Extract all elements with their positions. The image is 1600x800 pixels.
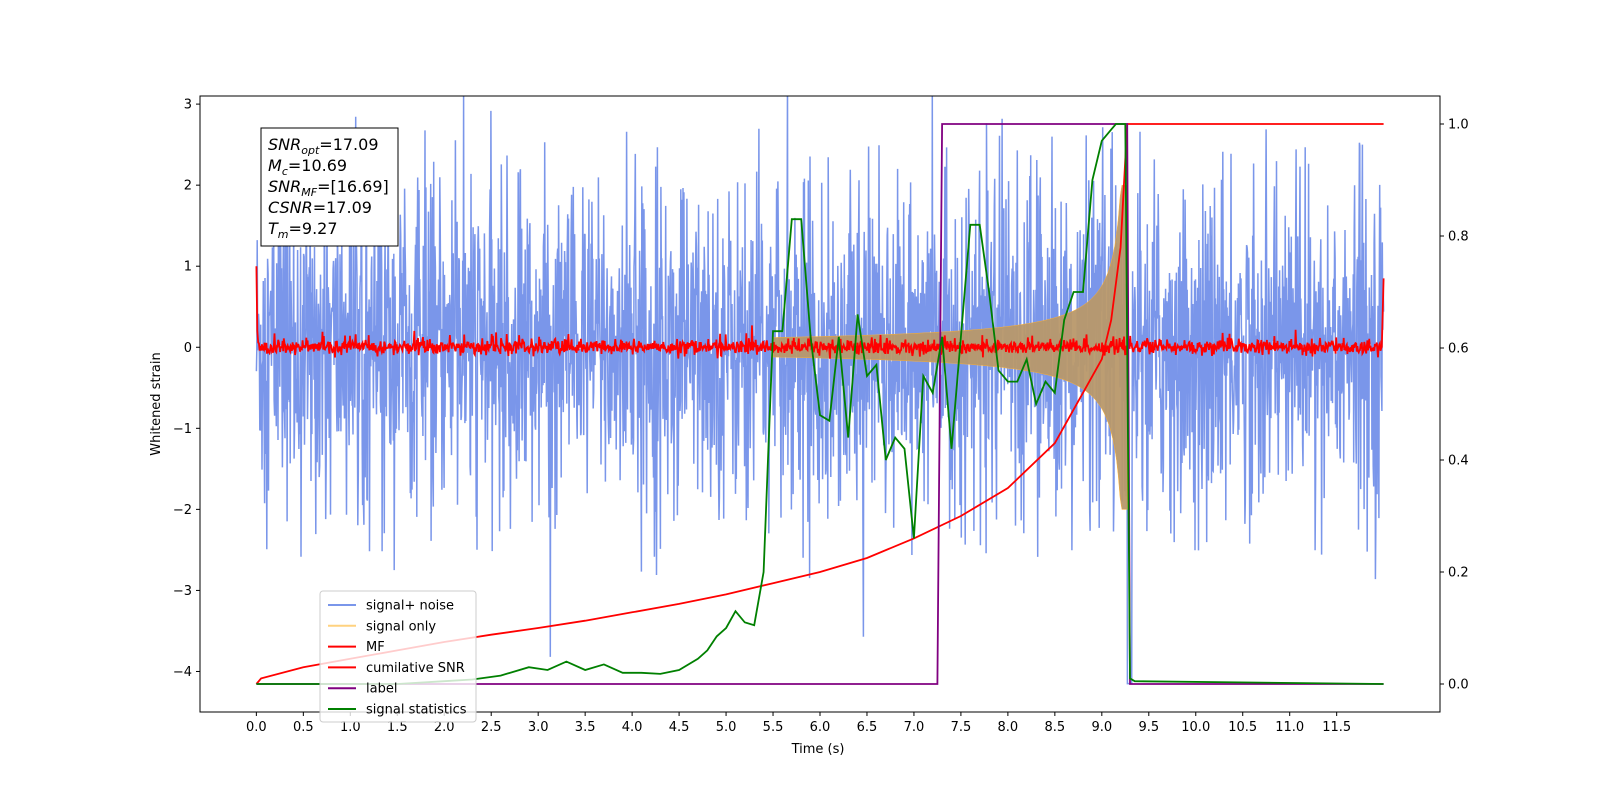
x-tick-label: 10.0 — [1181, 720, 1210, 735]
x-tick-label: 2.5 — [481, 720, 502, 735]
annotation-value: =[16.69] — [317, 177, 389, 196]
x-tick-label: 5.0 — [716, 720, 737, 735]
x-tick-label: 11.0 — [1275, 720, 1304, 735]
y2-tick-label: 1.0 — [1448, 118, 1469, 133]
y2-tick-label: 0.0 — [1448, 678, 1469, 693]
x-tick-label: 10.5 — [1228, 720, 1257, 735]
x-tick-label: 7.5 — [951, 720, 972, 735]
annotation-value: =10.69 — [288, 156, 347, 175]
y-tick-label: 3 — [184, 98, 192, 113]
y2-tick-label: 0.6 — [1448, 342, 1469, 357]
annotation-symbol: CSNR — [268, 198, 313, 217]
y2-tick-label: 0.2 — [1448, 566, 1469, 581]
legend-entry-label: label — [366, 682, 397, 697]
legend-entry-label: signal only — [366, 619, 436, 634]
x-tick-label: 4.0 — [622, 720, 643, 735]
annotation-box: SNRopt=17.09Mc=10.69SNRMF=[16.69]CSNR=17… — [260, 127, 399, 247]
series-signal-statistics-line — [256, 123, 1384, 685]
annotation-line: SNRMF=[16.69] — [268, 177, 389, 199]
x-tick-label: 9.5 — [1138, 720, 1159, 735]
x-tick-label: 7.0 — [904, 720, 925, 735]
legend-entry-label: signal+ noise — [366, 599, 454, 614]
x-tick-label: 1.5 — [387, 720, 408, 735]
x-tick-label: 8.0 — [998, 720, 1019, 735]
x-tick-label: 0.5 — [293, 720, 314, 735]
annotation-subscript: m — [278, 228, 289, 241]
annotation-symbol: SNR — [268, 135, 301, 154]
y-axis-label: Whitened strain — [149, 352, 164, 455]
y-tick-label: 0 — [184, 341, 192, 356]
y-tick-label: −2 — [173, 503, 192, 518]
x-axis: 0.0 0.5 1.0 1.5 2.0 2.5 3.0 3.5 4.0 4.5 5.0 5.5 6.0 6… — [246, 712, 1351, 735]
y-axis-right: 0.0 0.2 0.4 0.6 0.8 1.0 — [1440, 118, 1469, 693]
x-tick-label: 1.0 — [340, 720, 361, 735]
annotation-value: =17.09 — [313, 198, 372, 217]
annotation-value: =9.27 — [289, 219, 338, 238]
annotation-line: Mc=10.69 — [268, 156, 347, 178]
annotation-symbol: M — [268, 156, 282, 175]
legend-entry-label: cumilative SNR — [366, 661, 465, 676]
legend-entry-label: MF — [366, 640, 385, 655]
y-tick-label: 1 — [184, 260, 192, 275]
annotation-line: Tm=9.27 — [268, 219, 338, 241]
annotation-subscript: c — [282, 165, 288, 178]
x-tick-label: 0.0 — [246, 720, 267, 735]
y-tick-label: −4 — [173, 665, 192, 680]
annotation-symbol: SNR — [268, 177, 301, 196]
y-tick-label: −3 — [173, 584, 192, 599]
x-tick-label: 3.5 — [575, 720, 596, 735]
x-tick-label: 3.0 — [528, 720, 549, 735]
annotation-subscript: opt — [301, 144, 320, 157]
legend-entry-label: signal statistics — [366, 703, 467, 718]
legend: signal+ noise signal only MF cumilative SNR… — [319, 590, 477, 723]
legend-frame — [319, 590, 477, 723]
x-tick-label: 5.5 — [763, 720, 784, 735]
y-tick-label: 2 — [184, 179, 192, 194]
annotation-value: =17.09 — [319, 135, 378, 154]
y2-tick-label: 0.4 — [1448, 454, 1469, 469]
series-label-line — [256, 123, 1384, 685]
y-tick-label: −1 — [173, 422, 192, 437]
x-tick-label: 11.5 — [1322, 720, 1351, 735]
annotation-frame — [260, 127, 399, 247]
x-tick-label: 2.0 — [434, 720, 455, 735]
x-tick-label: 6.5 — [857, 720, 878, 735]
y2-tick-label: 0.8 — [1448, 230, 1469, 245]
x-tick-label: 9.0 — [1091, 720, 1112, 735]
annotation-subscript: MF — [301, 186, 317, 199]
series-mf-line — [255, 266, 1385, 359]
y-axis-left: 3 2 1 0 −1 −2 −3 −4 — [173, 98, 200, 680]
annotation-line: CSNR=17.09 — [268, 198, 372, 217]
x-tick-label: 4.5 — [669, 720, 690, 735]
x-tick-label: 8.5 — [1045, 720, 1066, 735]
annotation-line: SNRopt=17.09 — [268, 135, 379, 157]
x-tick-label: 6.0 — [810, 720, 831, 735]
annotation-symbol: T — [268, 219, 279, 238]
x-axis-label: Time (s) — [791, 742, 845, 757]
series-signal-noise-line — [255, 96, 1385, 685]
